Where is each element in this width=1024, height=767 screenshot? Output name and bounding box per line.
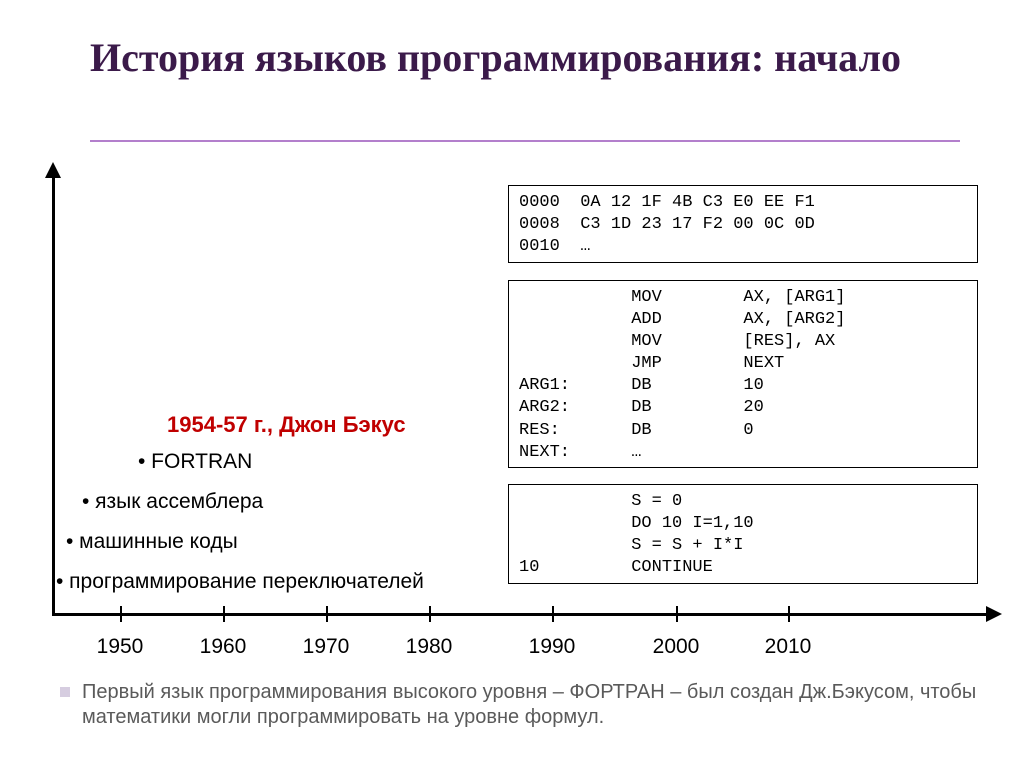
tick-1980 — [429, 606, 431, 622]
tick-label-1990: 1990 — [529, 635, 576, 659]
fortran-annotation: 1954-57 г., Джон Бэкус — [167, 412, 406, 438]
timeline-item-1: • язык ассемблера — [82, 490, 263, 514]
tick-2000 — [676, 606, 678, 622]
tick-2010 — [788, 606, 790, 622]
footer-note: Первый язык программирования высокого ур… — [60, 680, 980, 730]
y-axis — [52, 175, 55, 615]
tick-label-1970: 1970 — [303, 635, 350, 659]
tick-1950 — [120, 606, 122, 622]
bullet-square-icon — [60, 687, 70, 697]
tick-label-1950: 1950 — [97, 635, 144, 659]
footer-text: Первый язык программирования высокого ур… — [82, 680, 980, 730]
x-axis-arrow — [986, 606, 1002, 622]
tick-label-1960: 1960 — [200, 635, 247, 659]
code-box-1: MOV AX, [ARG1] ADD AX, [ARG2] MOV [RES],… — [508, 280, 978, 468]
code-box-2: S = 0 DO 10 I=1,10 S = S + I*I 10 CONTIN… — [508, 484, 978, 584]
tick-1990 — [552, 606, 554, 622]
tick-label-2010: 2010 — [765, 635, 812, 659]
tick-label-2000: 2000 — [653, 635, 700, 659]
timeline-item-3: • программирование переключателей — [56, 570, 424, 594]
tick-1960 — [223, 606, 225, 622]
tick-1970 — [326, 606, 328, 622]
title-underline — [90, 140, 960, 142]
slide-title: История языков программирования: начало — [90, 35, 940, 81]
x-axis — [52, 613, 988, 616]
y-axis-arrow — [45, 162, 61, 178]
timeline-item-2: • машинные коды — [66, 530, 238, 554]
tick-label-1980: 1980 — [406, 635, 453, 659]
timeline-item-0: • FORTRAN — [138, 450, 252, 474]
code-box-0: 0000 0A 12 1F 4B C3 E0 EE F1 0008 C3 1D … — [508, 185, 978, 263]
